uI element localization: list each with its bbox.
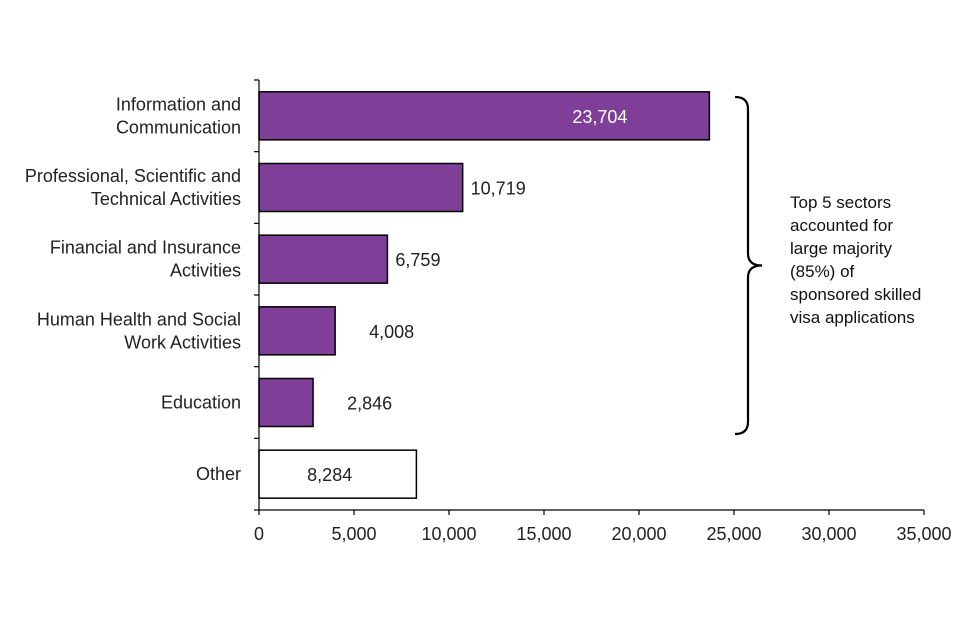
category-label: Professional, Scientific and Technical Ac… (25, 166, 241, 209)
x-tick-labels: 0 5,000 10,000 15,000 20,000 25,000 30,000 35,0… (254, 524, 952, 544)
x-tick-label: 25,000 (706, 524, 761, 544)
annotation-text: Top 5 sectors accounted for large majority… (790, 193, 921, 327)
axes (254, 79, 925, 515)
category-labels: Information and Communication Professional… (25, 94, 241, 484)
x-tick-label: 35,000 (896, 524, 951, 544)
data-label: 8,284 (307, 465, 352, 485)
data-label: 4,008 (369, 322, 414, 342)
x-tick-label: 20,000 (611, 524, 666, 544)
category-label: Financial and Insurance Activities (50, 238, 241, 281)
category-label: Information and Communication (116, 94, 241, 137)
x-tick-label: 15,000 (516, 524, 571, 544)
x-tick-label: 0 (254, 524, 264, 544)
annotation: Top 5 sectors accounted for large majority… (734, 95, 921, 436)
bar (258, 162, 464, 213)
data-label: 6,759 (395, 250, 440, 270)
x-tick-label: 10,000 (421, 524, 476, 544)
category-label: Other (196, 464, 241, 484)
x-tick-label: 5,000 (331, 524, 376, 544)
category-label: Human Health and Social Work Activities (37, 309, 241, 352)
bar (258, 377, 314, 428)
data-label: 10,719 (471, 179, 526, 199)
category-label: Education (161, 393, 241, 413)
bar (258, 306, 336, 356)
bars (258, 91, 711, 499)
x-tick-label: 30,000 (801, 524, 856, 544)
data-label: 23,704 (572, 107, 627, 127)
bar (258, 449, 418, 499)
data-labels: 23,704 10,719 6,759 4,008 2,846 8,284 (307, 107, 627, 485)
bar (258, 234, 389, 284)
data-label: 2,846 (347, 394, 392, 414)
curly-bracket (734, 95, 763, 436)
bar (258, 91, 711, 141)
